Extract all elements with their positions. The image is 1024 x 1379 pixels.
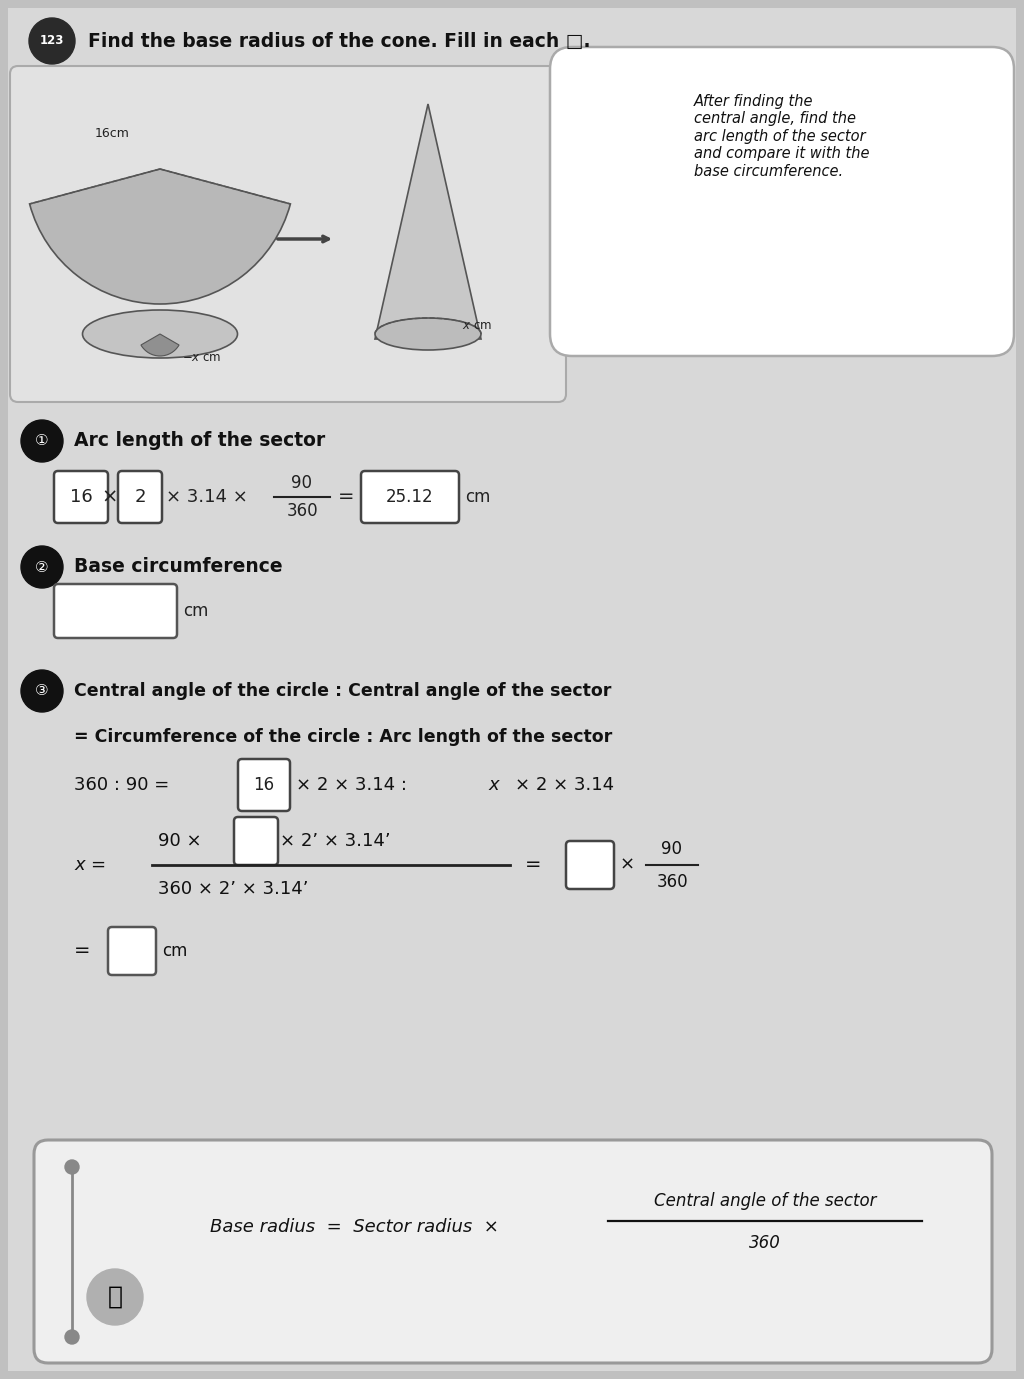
Polygon shape (375, 103, 481, 339)
Text: $x$ =: $x$ = (74, 856, 106, 874)
Text: ②: ② (35, 560, 49, 575)
Text: Base circumference: Base circumference (74, 557, 283, 576)
Text: × 2’ × 3.14’: × 2’ × 3.14’ (280, 832, 390, 849)
Text: Central angle of the sector: Central angle of the sector (653, 1191, 877, 1209)
Circle shape (87, 1269, 143, 1325)
Text: × 3.14 ×: × 3.14 × (166, 488, 248, 506)
Text: 360 : 90 =: 360 : 90 = (74, 776, 169, 794)
FancyBboxPatch shape (238, 758, 290, 811)
Text: 90 ×: 90 × (158, 832, 202, 849)
Polygon shape (572, 312, 635, 352)
FancyBboxPatch shape (361, 472, 459, 523)
Text: 360: 360 (286, 502, 317, 520)
Text: × 2 × 3.14: × 2 × 3.14 (515, 776, 614, 794)
Text: =: = (338, 488, 354, 506)
FancyBboxPatch shape (118, 472, 162, 523)
Text: =: = (74, 942, 90, 961)
Text: Base radius  =  Sector radius  ×: Base radius = Sector radius × (210, 1218, 499, 1236)
Text: ×: × (620, 856, 635, 874)
Circle shape (22, 421, 63, 462)
Text: = Circumference of the circle : Arc length of the sector: = Circumference of the circle : Arc leng… (74, 728, 612, 746)
Text: Arc length of the sector: Arc length of the sector (74, 432, 326, 451)
Ellipse shape (83, 310, 238, 359)
Text: 360: 360 (750, 1234, 781, 1252)
Circle shape (22, 670, 63, 712)
Text: $-x$ cm: $-x$ cm (182, 352, 221, 364)
Text: 16: 16 (253, 776, 274, 794)
FancyBboxPatch shape (34, 1140, 992, 1362)
FancyBboxPatch shape (54, 472, 108, 523)
Text: 16: 16 (70, 488, 92, 506)
Text: ③: ③ (35, 684, 49, 699)
Text: ①: ① (35, 433, 49, 448)
Circle shape (65, 1160, 79, 1174)
Text: $x$: $x$ (488, 776, 502, 794)
Text: 360: 360 (656, 873, 688, 891)
Ellipse shape (375, 319, 481, 350)
FancyBboxPatch shape (550, 47, 1014, 356)
FancyBboxPatch shape (108, 927, 156, 975)
Text: 90: 90 (292, 474, 312, 492)
FancyBboxPatch shape (54, 583, 177, 638)
Circle shape (22, 546, 63, 587)
Text: 16cm: 16cm (95, 127, 130, 141)
Text: Find the base radius of the cone. Fill in each □.: Find the base radius of the cone. Fill i… (88, 32, 591, 51)
Text: 🤖: 🤖 (108, 1285, 123, 1309)
Text: 90: 90 (662, 840, 683, 858)
Text: =: = (525, 855, 542, 874)
Text: 2: 2 (134, 488, 145, 506)
FancyBboxPatch shape (234, 816, 278, 865)
FancyBboxPatch shape (566, 841, 614, 889)
Text: cm: cm (183, 603, 208, 621)
Wedge shape (141, 334, 179, 356)
Circle shape (29, 18, 75, 63)
Text: 123: 123 (40, 34, 65, 47)
Text: cm: cm (162, 942, 187, 960)
FancyBboxPatch shape (8, 8, 1016, 1371)
Text: 360 × 2’ × 3.14’: 360 × 2’ × 3.14’ (158, 880, 308, 898)
Text: Central angle of the circle : Central angle of the sector: Central angle of the circle : Central an… (74, 683, 611, 701)
Text: × 2 × 3.14 :: × 2 × 3.14 : (296, 776, 413, 794)
Text: cm: cm (465, 488, 490, 506)
FancyBboxPatch shape (10, 66, 566, 403)
Circle shape (65, 1329, 79, 1345)
Wedge shape (30, 170, 291, 303)
Text: 25.12: 25.12 (386, 488, 434, 506)
Text: After finding the
central angle, find the
arc length of the sector
and compare i: After finding the central angle, find th… (694, 94, 869, 179)
Text: ×: × (101, 488, 118, 506)
Text: $x$ cm: $x$ cm (462, 319, 492, 332)
